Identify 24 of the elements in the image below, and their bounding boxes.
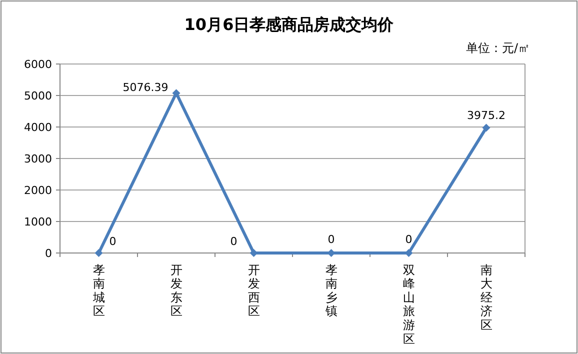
y-tick-label: 2000 xyxy=(24,184,52,197)
data-label: 0 xyxy=(109,235,116,248)
x-tick-label: 孝南城区 xyxy=(92,262,105,318)
y-tick-label: 6000 xyxy=(24,58,52,71)
x-tick-label: 双峰山旅游区 xyxy=(402,262,415,346)
text: 单位：元/㎡ xyxy=(466,41,530,55)
point xyxy=(172,89,180,98)
y-tick-label: 3000 xyxy=(24,152,52,166)
chart-title: 10月6日孝感商品房成交均价 xyxy=(184,15,395,34)
x-tick-label: 南大经济区 xyxy=(480,262,492,332)
data-label: 0 xyxy=(328,233,335,246)
y-tick-label: 4000 xyxy=(24,121,52,134)
data-label: 3975.2 xyxy=(467,108,506,122)
data-label: 5076.39 xyxy=(122,81,168,94)
data-label: 0 xyxy=(405,233,412,246)
x-tick-label: 开发西区 xyxy=(248,262,260,318)
point xyxy=(482,124,490,132)
point xyxy=(94,249,103,257)
x-tick-label: 孝南乡镇 xyxy=(324,262,338,318)
y-tick-label: 1000 xyxy=(24,216,52,228)
data-label: 0 xyxy=(230,235,238,248)
y-tick-label: 5000 xyxy=(24,90,52,102)
x-tick-label: 开发东区 xyxy=(170,262,182,318)
y-tick-label: 0 xyxy=(45,247,52,260)
